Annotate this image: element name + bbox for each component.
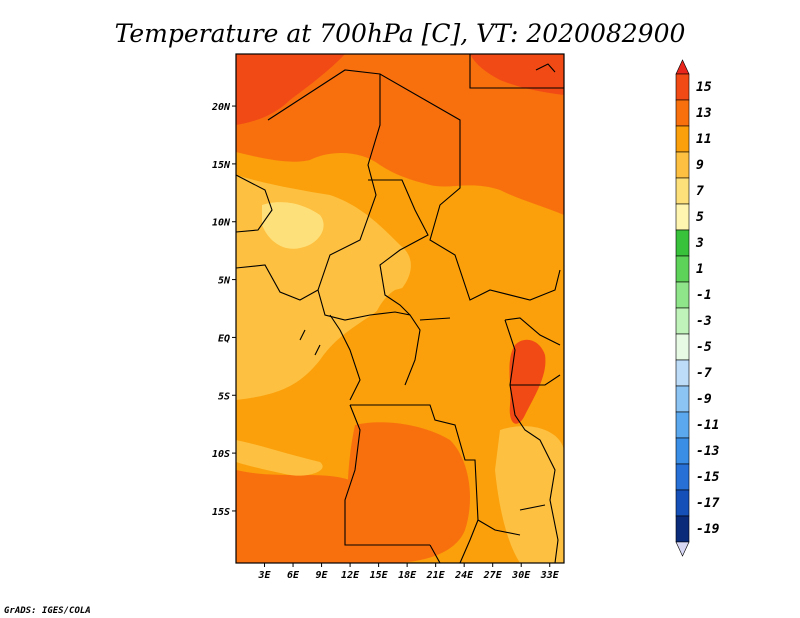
lat-tick-label: 10N <box>212 218 231 229</box>
colorbar-label: 13 <box>696 106 712 121</box>
lat-tick-label: EQ <box>218 333 230 344</box>
colorbar-swatch <box>675 125 690 153</box>
colorbar-swatch <box>675 489 690 517</box>
colorbar-swatch <box>675 281 690 309</box>
lat-tick-label: 5N <box>218 276 231 287</box>
colorbar-label: 5 <box>696 210 704 225</box>
lon-tick-label: 21E <box>426 570 446 581</box>
lat-tick-label: 20N <box>211 102 231 113</box>
colorbar-top-arrow <box>675 59 690 75</box>
colorbar-swatch <box>675 463 690 491</box>
lat-tick-label: 10S <box>212 449 230 460</box>
colorbar-legend: 15 13 11 9 7 5 3 1 -1 -3 -5 -7 -9 -11 -13 -15 -17 -19 <box>675 59 720 557</box>
lon-tick-label: 24E <box>454 570 474 581</box>
colorbar-label: -7 <box>696 366 712 381</box>
temperature-shading <box>236 54 564 563</box>
colorbar-swatch <box>675 229 690 257</box>
colorbar-swatch <box>675 151 690 179</box>
colorbar-swatch <box>675 203 690 231</box>
colorbar-label: -19 <box>696 522 720 537</box>
longitude-axis: 3E 6E 9E 12E 15E 18E 21E 24E 27E 30E 33E <box>257 563 560 581</box>
lat-tick-label: 15S <box>212 507 230 518</box>
colorbar-label: -1 <box>696 288 712 303</box>
colorbar-swatch <box>675 515 690 543</box>
colorbar-label: 7 <box>696 184 704 199</box>
colorbar-swatch <box>675 359 690 387</box>
colorbar-label: -9 <box>696 392 712 407</box>
colorbar-label: -15 <box>696 470 720 485</box>
colorbar-swatch <box>675 177 690 205</box>
colorbar-swatch <box>675 73 690 101</box>
colorbar-label: 3 <box>695 236 704 251</box>
colorbar-label: -17 <box>696 496 720 511</box>
colorbar-swatch <box>675 385 690 413</box>
map-title: Temperature at 700hPa [C], VT: 202008290… <box>115 19 686 48</box>
colorbar-label: -5 <box>696 340 712 355</box>
lat-tick-label: 15N <box>212 160 231 171</box>
lon-tick-label: 9E <box>316 570 329 581</box>
colorbar-label: 9 <box>696 158 704 173</box>
lon-tick-label: 6E <box>287 570 300 581</box>
colorbar-swatch <box>675 255 690 283</box>
latitude-axis: 20N 15N 10N 5N EQ 5S 10S 15S <box>211 102 236 518</box>
lon-tick-label: 30E <box>511 570 531 581</box>
grads-credit: GrADS: IGES/COLA <box>4 606 91 616</box>
colorbar-swatch <box>675 99 690 127</box>
map-frame <box>235 53 565 564</box>
colorbar-label: -11 <box>696 418 719 433</box>
colorbar-label: 15 <box>696 80 712 95</box>
lon-tick-label: 15E <box>370 570 389 581</box>
lon-tick-label: 27E <box>483 570 503 581</box>
colorbar-label: 11 <box>696 132 712 147</box>
colorbar-swatch <box>675 333 690 361</box>
colorbar-swatch <box>675 307 690 335</box>
lon-tick-label: 3E <box>257 570 271 581</box>
colorbar-label: -13 <box>696 444 720 459</box>
colorbar-label: -3 <box>696 314 712 329</box>
country-borders <box>236 54 564 563</box>
lon-tick-label: 33E <box>540 570 560 581</box>
colorbar-swatch <box>675 437 690 465</box>
lon-tick-label: 12E <box>341 570 360 581</box>
colorbar-bottom-arrow <box>675 541 690 557</box>
lon-tick-label: 18E <box>398 570 417 581</box>
colorbar-label: 1 <box>696 262 704 277</box>
lat-tick-label: 5S <box>218 391 230 402</box>
colorbar-swatch <box>675 411 690 439</box>
